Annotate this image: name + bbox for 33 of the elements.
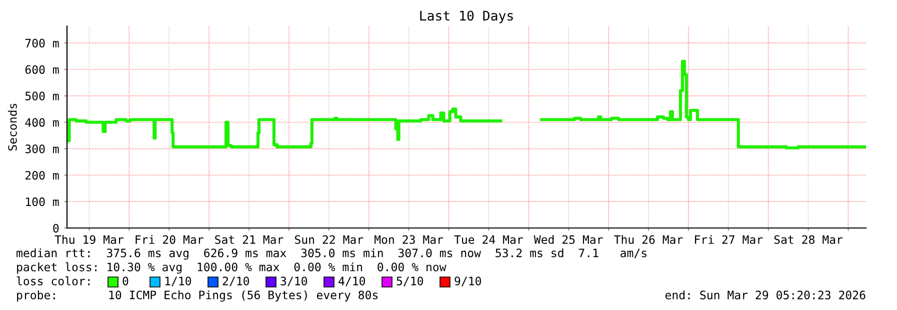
text: 0 xyxy=(122,276,128,286)
y-tick-label: 0 xyxy=(53,224,59,233)
y-tick-label: 100 m xyxy=(26,197,59,206)
x-tick-label: Wed 25 Mar xyxy=(534,235,603,244)
x-tick-label: Sat 21 Mar xyxy=(215,235,284,244)
text: 2/10 xyxy=(222,276,250,286)
y-tick-label: 600 m xyxy=(25,65,59,74)
text: probe: xyxy=(17,290,55,302)
y-tick-label: 400 m xyxy=(25,118,59,127)
x-tick-label: Thu 26 Mar xyxy=(614,235,683,244)
text: 10 ICMP Echo Pings (56 Bytes) every 80s xyxy=(109,290,378,302)
y-tick-label: 300 m xyxy=(25,144,59,154)
text: 5/10 xyxy=(396,276,424,286)
text: end: Sun Mar 29 05:20:23 2026 xyxy=(665,290,866,300)
text: loss color: xyxy=(16,276,90,286)
x-tick-label: Sat 28 Mar xyxy=(774,235,843,244)
text: median rtt: 375.6 ms avg 626.9 ms max 305.0 ms min 307.0 ms now 53.2 ms sd 7.1 am/s xyxy=(16,248,646,260)
x-tick-label: Tue 24 Mar xyxy=(454,235,523,244)
x-tick-label: Mon 23 Mar xyxy=(374,235,444,244)
text: 9/10 xyxy=(454,276,482,286)
text: 3/10 xyxy=(280,276,308,286)
y-tick-label: 500 m xyxy=(25,92,59,100)
y-tick-label: 200 m xyxy=(26,170,59,180)
text: packet loss: 10.30 % avg 100.00 % max 0.00 % min 0.00 % now xyxy=(17,262,446,274)
text: 4/10 xyxy=(338,276,366,286)
x-tick-label: Sun 22 Mar xyxy=(294,235,364,244)
x-tick-label: Fri 20 Mar xyxy=(136,235,204,244)
text: 1/10 xyxy=(165,276,192,286)
x-tick-label: Fri 27 Mar xyxy=(695,235,763,244)
y-axis-title: Seconds xyxy=(8,104,17,151)
x-tick-label: Thu 19 Mar xyxy=(54,235,124,244)
y-tick-label: 700 m xyxy=(25,38,59,48)
chart-title: Last 10 Days xyxy=(420,10,513,24)
